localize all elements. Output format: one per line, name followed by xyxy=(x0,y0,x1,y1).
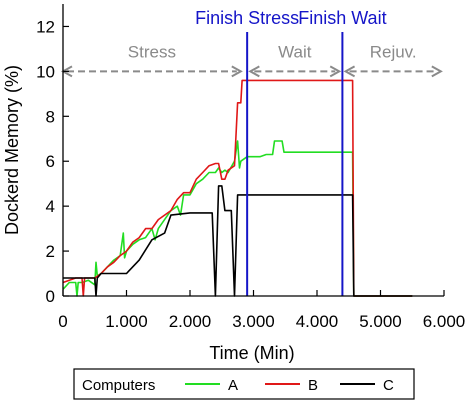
finish-label: Finish Stress xyxy=(195,8,299,28)
y-tick-label: 0 xyxy=(46,287,55,306)
legend-label-b: B xyxy=(308,377,318,394)
y-tick-label: 4 xyxy=(46,197,55,216)
series-line-c xyxy=(63,185,413,297)
x-tick-label: 2.000 xyxy=(169,312,212,331)
phase-arrow-right xyxy=(431,65,443,78)
phase-arrow-left xyxy=(343,65,356,78)
x-axis-title: Time (Min) xyxy=(209,343,294,363)
x-tick-label: 4.000 xyxy=(296,312,339,331)
legend-label-c: C xyxy=(383,377,394,394)
y-tick-label: 8 xyxy=(46,107,55,126)
series-line-b xyxy=(62,79,413,297)
x-tick-label: 3.000 xyxy=(232,312,275,331)
y-tick-label: 10 xyxy=(36,62,55,81)
x-tick-label: 5.000 xyxy=(359,312,402,331)
phase-label: Stress xyxy=(128,42,176,61)
y-axis-title: Dockerd Memory (%) xyxy=(2,65,22,235)
axes: 0 1.000 2.000 3.000 4.000 5.000 6.000 0 2 4 6 8 10 12 xyxy=(36,4,465,331)
phase-annotations: Stress Wait Rejuv. xyxy=(60,42,443,78)
legend-label-a: A xyxy=(228,377,238,394)
phase-label: Rejuv. xyxy=(370,42,417,61)
legend-entries: A B C xyxy=(185,377,394,394)
phase-arrow-right xyxy=(329,65,342,78)
y-tick-label: 6 xyxy=(46,152,55,171)
y-tick-label: 2 xyxy=(46,242,55,261)
series-lines xyxy=(62,79,413,297)
x-tick-label: 1.000 xyxy=(105,312,148,331)
legend-title: Computers xyxy=(82,377,155,394)
x-tick-label: 0 xyxy=(58,312,67,331)
phase-label: Wait xyxy=(278,42,312,61)
y-tick-label: 12 xyxy=(36,17,55,36)
finish-label: Finish Wait xyxy=(298,8,386,28)
phase-arrow-right xyxy=(231,65,243,78)
legend: Computers A B C xyxy=(73,368,415,400)
x-tick-label: 6.000 xyxy=(423,312,466,331)
finish-markers: Finish Stress Finish Wait xyxy=(195,8,387,296)
phase-arrow-left xyxy=(248,65,260,78)
